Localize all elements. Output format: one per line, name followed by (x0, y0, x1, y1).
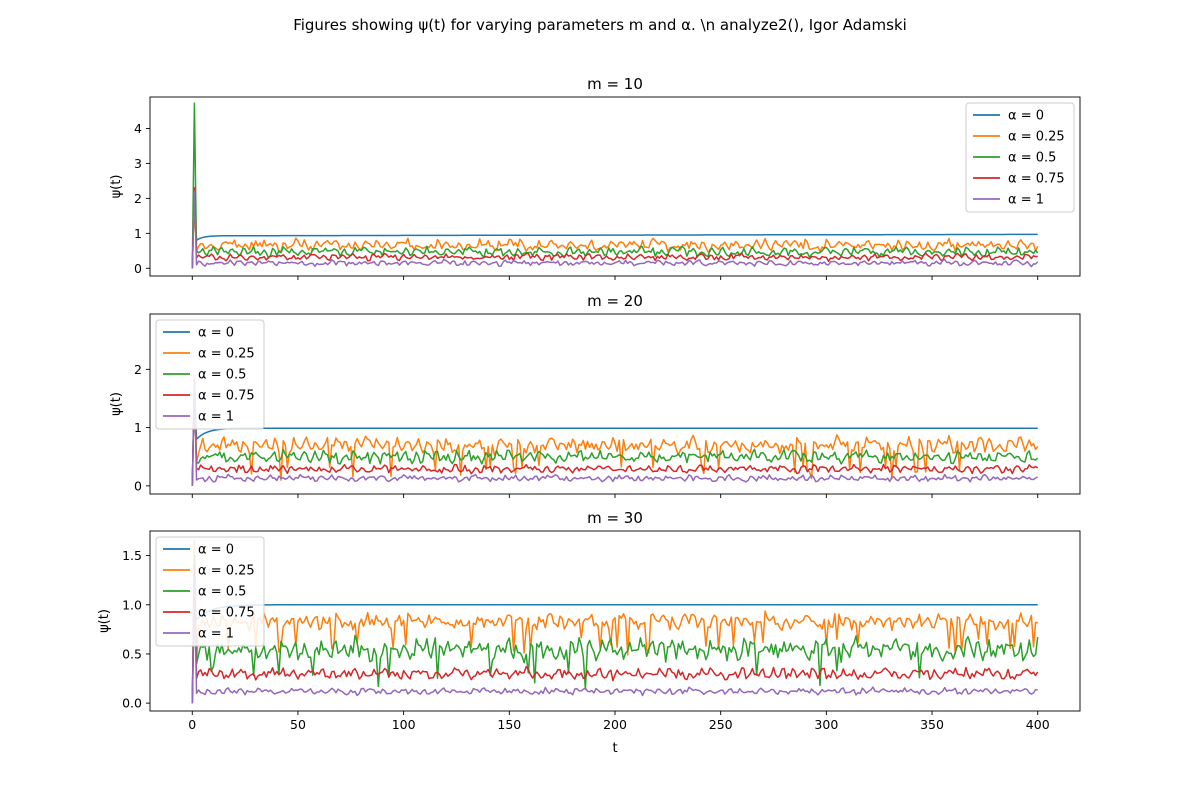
series-line-0 (191, 190, 1038, 269)
legend-entry: α = 0.5 (198, 368, 246, 383)
y-tick-label: 3 (134, 156, 142, 171)
x-tick-label: 50 (290, 717, 306, 732)
legend-entry: α = 0.5 (1008, 151, 1056, 166)
series-line-1 (191, 374, 1039, 486)
y-tick-label: 0 (134, 478, 142, 493)
legend-entry: α = 0 (198, 326, 234, 341)
x-tick-label: 0 (188, 717, 196, 732)
series-line-3 (191, 380, 1039, 486)
legend-box (965, 102, 1075, 213)
series-line-0 (191, 604, 1038, 704)
legend-entry: α = 0.75 (198, 389, 255, 404)
legend-box (155, 536, 265, 647)
series-line-3 (191, 187, 1038, 269)
legend: α = 0 α = 0.25 α = 0.5 α = 0.75 α = 1 (155, 536, 265, 647)
legend-entry: α = 1 (198, 410, 234, 425)
subplot-title: m = 20 (587, 292, 643, 310)
subplot-2: m = 20 0 1 2 ψ(t) α = 0 α = 0.25 α = 0.5 α = 0.7… (109, 292, 1081, 498)
subplot-3: m = 30 0 50 100 150 200 250 300 350 400 0.0 0.5 1.0 1… (97, 509, 1081, 756)
legend-box (155, 319, 265, 430)
x-tick-label: 400 (1026, 717, 1050, 732)
axes-frame (149, 313, 1081, 495)
y-tick-label: 1.0 (122, 597, 142, 612)
y-tick-label: 2 (134, 191, 142, 206)
y-axis-label: ψ(t) (109, 175, 124, 199)
axes-frame (149, 96, 1081, 277)
series-line-3 (191, 564, 1039, 704)
series-line-0 (191, 380, 1038, 486)
x-tick-label: 350 (920, 717, 944, 732)
x-tick-label: 300 (814, 717, 838, 732)
legend-entry: α = 1 (1008, 193, 1044, 208)
legend-entry: α = 0.25 (198, 347, 255, 362)
x-axis-label: t (612, 741, 617, 756)
legend-entry: α = 0.25 (1008, 130, 1065, 145)
series-line-2 (191, 102, 1039, 269)
y-tick-label: 1 (134, 420, 142, 435)
y-tick-label: 0 (134, 261, 142, 276)
x-tick-label: 200 (603, 717, 627, 732)
x-tick-label: 150 (497, 717, 521, 732)
subplot-title: m = 30 (587, 509, 643, 527)
y-tick-label: 1 (134, 226, 142, 241)
legend-entry: α = 0 (1008, 109, 1044, 124)
x-tick-label: 250 (709, 717, 733, 732)
legend-entry: α = 0 (198, 543, 234, 558)
series-line-2 (191, 386, 1039, 486)
y-tick-label: 1.5 (122, 548, 142, 563)
figure-suptitle: Figures showing ψ(t) for varying paramet… (293, 16, 907, 34)
x-tick-label: 100 (392, 717, 416, 732)
series-line-4 (191, 574, 1038, 704)
series-line-2 (191, 554, 1039, 704)
series-line-4 (191, 380, 1039, 486)
legend: α = 0 α = 0.25 α = 0.5 α = 0.75 α = 1 (965, 102, 1075, 213)
y-axis-label: ψ(t) (109, 392, 124, 416)
y-tick-label: 2 (134, 362, 142, 377)
legend: α = 0 α = 0.25 α = 0.5 α = 0.75 α = 1 (155, 319, 265, 430)
series-line-1 (191, 540, 1038, 704)
y-axis-label: ψ(t) (97, 609, 112, 633)
y-tick-label: 0.0 (122, 696, 142, 711)
y-tick-label: 4 (134, 121, 142, 136)
series-line-1 (191, 197, 1039, 269)
legend-entry: α = 0.75 (198, 606, 255, 621)
legend-entry: α = 0.75 (1008, 172, 1065, 187)
legend-entry: α = 1 (198, 627, 234, 642)
y-tick-label: 0.5 (122, 646, 142, 661)
legend-entry: α = 0.5 (198, 585, 246, 600)
legend-entry: α = 0.25 (198, 564, 255, 579)
subplot-title: m = 10 (587, 75, 643, 93)
series-line-4 (191, 190, 1039, 269)
